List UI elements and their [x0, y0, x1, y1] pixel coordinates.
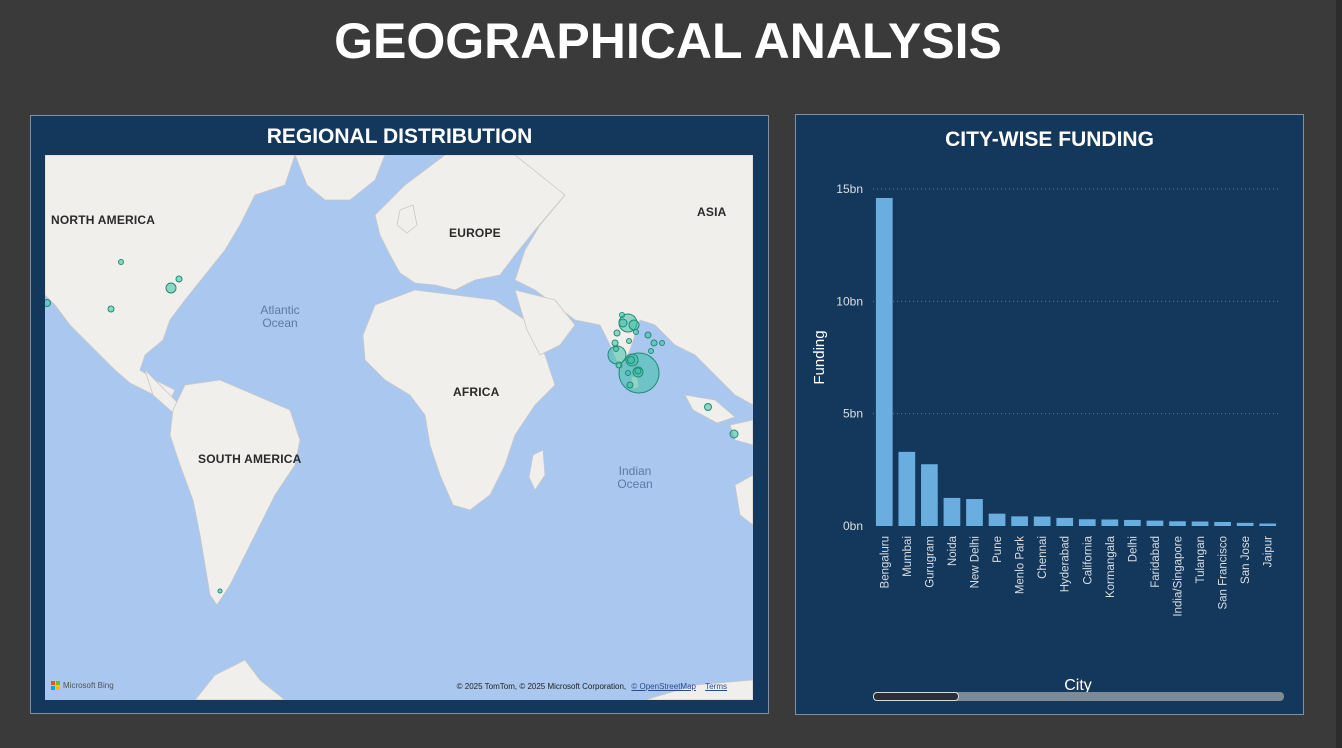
x-axis-title: City — [1064, 677, 1092, 694]
x-tick-label: Tulangan — [1195, 536, 1207, 584]
x-tick-label: Jaipur — [1263, 536, 1275, 567]
map-bubble — [625, 370, 631, 376]
map-bubble — [165, 282, 177, 294]
x-tick-label: Kormangala — [1105, 535, 1117, 598]
bar — [1146, 520, 1164, 526]
bar — [1191, 521, 1209, 526]
map-bubble — [729, 429, 739, 439]
chart-scrollbar-thumb[interactable] — [873, 692, 959, 701]
bar — [1169, 521, 1186, 526]
map-bubble — [611, 339, 619, 347]
map-landmass — [45, 155, 753, 700]
y-tick-label: 5bn — [843, 407, 863, 421]
continent-label: AFRICA — [453, 385, 500, 399]
x-tick-label: Gurugram — [924, 536, 936, 588]
bar — [921, 464, 938, 526]
bar — [1214, 521, 1231, 526]
bar — [1078, 519, 1096, 526]
map-bubble — [628, 319, 640, 331]
map-attribution: © 2025 TomTom, © 2025 Microsoft Corporat… — [457, 682, 727, 691]
x-tick-label: Delhi — [1127, 536, 1139, 562]
bar — [875, 197, 893, 526]
continent-label: SOUTH AMERICA — [198, 452, 302, 466]
x-tick-label: Chennai — [1037, 536, 1049, 579]
map-bubble — [634, 367, 642, 375]
map-bubble — [644, 331, 652, 339]
map-bubble — [627, 356, 635, 364]
x-tick-label: Noida — [947, 535, 959, 566]
y-axis-title: Funding — [811, 330, 828, 384]
map-bubble — [175, 275, 183, 283]
bar — [943, 497, 961, 526]
x-tick-label: India/Singapore — [1173, 536, 1185, 617]
y-tick-label: 15bn — [836, 182, 863, 196]
map-bubble — [107, 305, 115, 313]
map-bubble — [633, 329, 639, 335]
bar — [966, 499, 983, 526]
regional-distribution-panel: REGIONAL DISTRIBUTION — [30, 115, 769, 714]
x-tick-label: Menlo Park — [1015, 536, 1027, 594]
map-bubble — [659, 340, 665, 346]
ocean-label: Indian Ocean — [617, 464, 653, 491]
map-bubble — [618, 318, 628, 328]
bar — [1011, 516, 1028, 526]
x-tick-label: Bengaluru — [879, 536, 891, 588]
microsoft-logo-icon — [51, 681, 60, 690]
map-bubble — [615, 361, 623, 369]
bar — [1236, 522, 1254, 526]
bar — [1033, 516, 1051, 526]
map-bubble — [650, 339, 658, 347]
bar — [1124, 519, 1141, 526]
window-scrollbar[interactable] — [1336, 0, 1342, 748]
bar-chart: 0bn 5bn 10bn 15bn Funding Bengaluru Mumbai Guru… — [811, 182, 1279, 694]
y-tick-label: 10bn — [836, 294, 863, 308]
x-tick-label: New Delhi — [970, 536, 982, 588]
map-bubble — [217, 588, 223, 594]
map-bubble — [626, 381, 634, 389]
x-tick-label: Mumbai — [902, 536, 914, 577]
bar — [1259, 523, 1277, 526]
chart-title: CITY-WISE FUNDING — [945, 128, 1154, 151]
x-tick-label: California — [1082, 535, 1094, 584]
map-bubble — [704, 403, 712, 411]
map-bubble — [45, 299, 51, 307]
map-bubble — [613, 329, 621, 337]
x-tick-label: Hyderabad — [1060, 536, 1072, 592]
x-tick-label: Pune — [992, 536, 1004, 563]
continent-label: EUROPE — [449, 226, 501, 240]
map-bubble — [613, 346, 619, 352]
map-provider-label: Microsoft Bing — [63, 681, 114, 690]
x-tick-label: San Francisco — [1218, 536, 1230, 610]
continent-label: ASIA — [697, 205, 727, 219]
bar — [1101, 519, 1119, 526]
map-title: REGIONAL DISTRIBUTION — [266, 125, 533, 148]
chart-scrollbar[interactable] — [873, 692, 1284, 701]
world-map[interactable]: NORTH AMERICA EUROPE ASIA AFRICA SOUTH A… — [45, 155, 753, 700]
bar — [988, 513, 1006, 526]
x-tick-label: Faridabad — [1150, 536, 1162, 588]
map-bubble — [118, 259, 124, 265]
openstreetmap-link[interactable]: © OpenStreetMap — [631, 682, 696, 691]
attribution-text: © 2025 TomTom, © 2025 Microsoft Corporat… — [456, 682, 627, 691]
bar — [898, 451, 916, 526]
ocean-label: Atlantic Ocean — [260, 303, 300, 330]
funding-bubbles — [45, 259, 739, 594]
bing-logo: Microsoft Bing — [51, 681, 114, 690]
terms-link[interactable]: Terms — [705, 682, 727, 691]
x-tick-label: San Jose — [1240, 536, 1252, 584]
page-title: GEOGRAPHICAL ANALYSIS — [334, 13, 1002, 69]
y-tick-label: 0bn — [843, 519, 863, 533]
continent-label: NORTH AMERICA — [51, 213, 156, 227]
map-bubble — [626, 338, 632, 344]
map-bubble — [619, 312, 625, 318]
bar — [1056, 517, 1074, 526]
city-wise-funding-panel: CITY-WISE FUNDING 0bn 5bn 10bn 15bn Funding B… — [795, 114, 1304, 715]
map-bubble — [648, 348, 654, 354]
